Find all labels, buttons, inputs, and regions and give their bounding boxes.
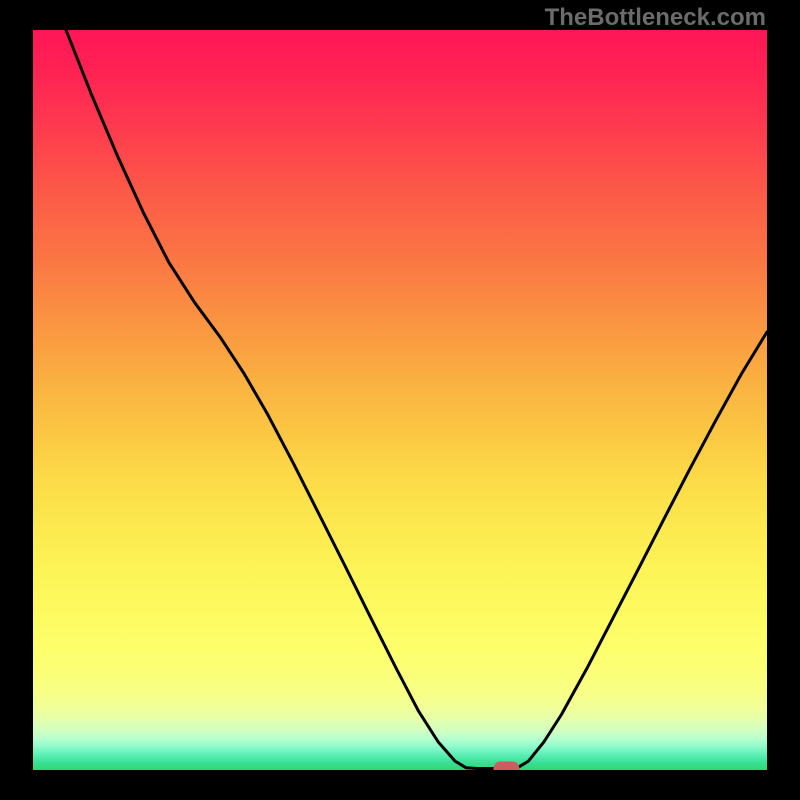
chart-container: TheBottleneck.com bbox=[0, 0, 800, 800]
optimal-marker bbox=[493, 762, 519, 770]
plot-area bbox=[33, 30, 767, 770]
bottleneck-curve-svg bbox=[33, 30, 767, 770]
watermark-text: TheBottleneck.com bbox=[545, 4, 766, 32]
bottleneck-curve bbox=[66, 30, 767, 769]
